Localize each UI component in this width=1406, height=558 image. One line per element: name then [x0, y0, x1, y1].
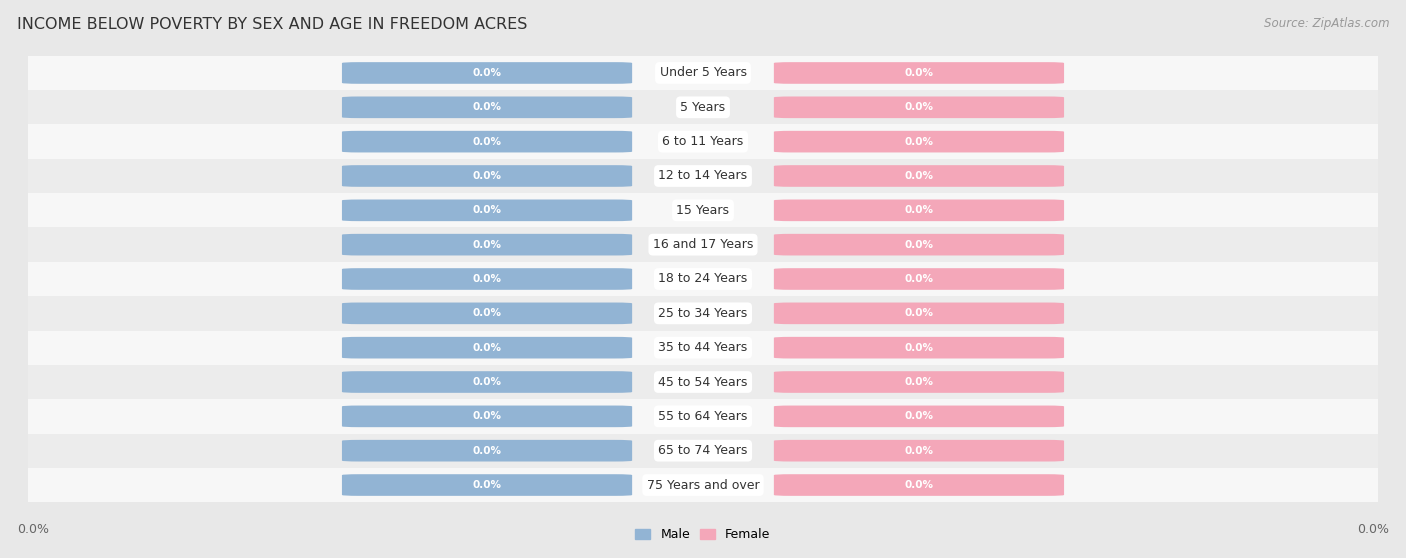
FancyBboxPatch shape	[28, 228, 1378, 262]
FancyBboxPatch shape	[773, 62, 1064, 84]
Text: 0.0%: 0.0%	[472, 205, 502, 215]
FancyBboxPatch shape	[28, 159, 1378, 193]
FancyBboxPatch shape	[773, 406, 1064, 427]
Text: 12 to 14 Years: 12 to 14 Years	[658, 170, 748, 182]
Text: 0.0%: 0.0%	[472, 102, 502, 112]
Text: 15 Years: 15 Years	[676, 204, 730, 217]
FancyBboxPatch shape	[28, 468, 1378, 502]
FancyBboxPatch shape	[773, 474, 1064, 496]
Text: 16 and 17 Years: 16 and 17 Years	[652, 238, 754, 251]
FancyBboxPatch shape	[342, 97, 633, 118]
Text: 45 to 54 Years: 45 to 54 Years	[658, 376, 748, 388]
FancyBboxPatch shape	[28, 296, 1378, 330]
Text: 0.0%: 0.0%	[472, 240, 502, 249]
FancyBboxPatch shape	[342, 62, 633, 84]
FancyBboxPatch shape	[342, 440, 633, 461]
Text: 0.0%: 0.0%	[904, 309, 934, 318]
FancyBboxPatch shape	[342, 406, 633, 427]
Text: 0.0%: 0.0%	[904, 137, 934, 147]
Text: 6 to 11 Years: 6 to 11 Years	[662, 135, 744, 148]
FancyBboxPatch shape	[342, 337, 633, 358]
FancyBboxPatch shape	[28, 124, 1378, 159]
Text: 35 to 44 Years: 35 to 44 Years	[658, 341, 748, 354]
Text: Under 5 Years: Under 5 Years	[659, 66, 747, 79]
FancyBboxPatch shape	[28, 90, 1378, 124]
FancyBboxPatch shape	[28, 399, 1378, 434]
Text: 0.0%: 0.0%	[904, 171, 934, 181]
FancyBboxPatch shape	[342, 131, 633, 152]
FancyBboxPatch shape	[342, 474, 633, 496]
FancyBboxPatch shape	[773, 97, 1064, 118]
FancyBboxPatch shape	[342, 200, 633, 221]
FancyBboxPatch shape	[773, 268, 1064, 290]
Text: 0.0%: 0.0%	[472, 480, 502, 490]
Text: 5 Years: 5 Years	[681, 101, 725, 114]
Legend: Male, Female: Male, Female	[630, 523, 776, 546]
Text: 0.0%: 0.0%	[904, 411, 934, 421]
FancyBboxPatch shape	[773, 440, 1064, 461]
Text: 75 Years and over: 75 Years and over	[647, 479, 759, 492]
FancyBboxPatch shape	[28, 434, 1378, 468]
FancyBboxPatch shape	[28, 193, 1378, 228]
FancyBboxPatch shape	[342, 371, 633, 393]
Text: 0.0%: 0.0%	[472, 411, 502, 421]
Text: 0.0%: 0.0%	[17, 523, 49, 536]
Text: 65 to 74 Years: 65 to 74 Years	[658, 444, 748, 457]
Text: 0.0%: 0.0%	[472, 343, 502, 353]
Text: 25 to 34 Years: 25 to 34 Years	[658, 307, 748, 320]
FancyBboxPatch shape	[342, 165, 633, 187]
Text: 0.0%: 0.0%	[904, 102, 934, 112]
Text: 0.0%: 0.0%	[904, 446, 934, 456]
FancyBboxPatch shape	[773, 302, 1064, 324]
FancyBboxPatch shape	[773, 131, 1064, 152]
FancyBboxPatch shape	[342, 268, 633, 290]
Text: 0.0%: 0.0%	[904, 343, 934, 353]
FancyBboxPatch shape	[773, 165, 1064, 187]
Text: 0.0%: 0.0%	[472, 171, 502, 181]
Text: 18 to 24 Years: 18 to 24 Years	[658, 272, 748, 286]
Text: 0.0%: 0.0%	[904, 68, 934, 78]
FancyBboxPatch shape	[773, 200, 1064, 221]
FancyBboxPatch shape	[28, 262, 1378, 296]
Text: 0.0%: 0.0%	[472, 446, 502, 456]
FancyBboxPatch shape	[342, 234, 633, 256]
FancyBboxPatch shape	[28, 365, 1378, 399]
Text: 0.0%: 0.0%	[472, 309, 502, 318]
Text: 0.0%: 0.0%	[904, 205, 934, 215]
Text: 0.0%: 0.0%	[904, 480, 934, 490]
FancyBboxPatch shape	[28, 330, 1378, 365]
Text: Source: ZipAtlas.com: Source: ZipAtlas.com	[1264, 17, 1389, 30]
Text: 0.0%: 0.0%	[472, 274, 502, 284]
Text: 0.0%: 0.0%	[904, 274, 934, 284]
Text: INCOME BELOW POVERTY BY SEX AND AGE IN FREEDOM ACRES: INCOME BELOW POVERTY BY SEX AND AGE IN F…	[17, 17, 527, 32]
FancyBboxPatch shape	[773, 371, 1064, 393]
FancyBboxPatch shape	[342, 302, 633, 324]
FancyBboxPatch shape	[773, 337, 1064, 358]
Text: 55 to 64 Years: 55 to 64 Years	[658, 410, 748, 423]
Text: 0.0%: 0.0%	[904, 377, 934, 387]
Text: 0.0%: 0.0%	[472, 68, 502, 78]
FancyBboxPatch shape	[773, 234, 1064, 256]
FancyBboxPatch shape	[28, 56, 1378, 90]
Text: 0.0%: 0.0%	[1357, 523, 1389, 536]
Text: 0.0%: 0.0%	[472, 137, 502, 147]
Text: 0.0%: 0.0%	[904, 240, 934, 249]
Text: 0.0%: 0.0%	[472, 377, 502, 387]
